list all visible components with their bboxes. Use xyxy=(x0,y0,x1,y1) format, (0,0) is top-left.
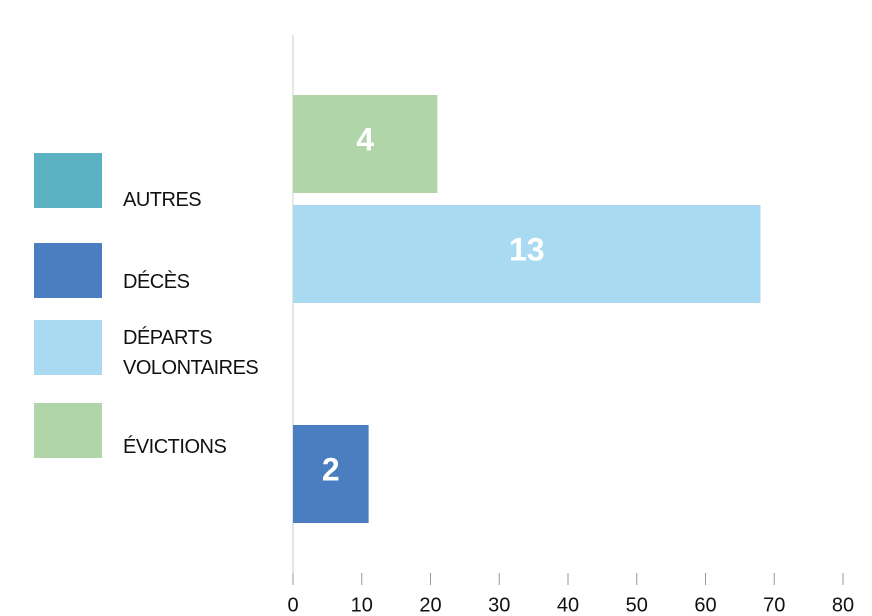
x-tick-label: 50 xyxy=(626,594,648,616)
x-tick-label: 20 xyxy=(419,594,441,616)
x-tick-label: 70 xyxy=(763,594,785,616)
legend-label: DÉPARTS VOLONTAIRES xyxy=(123,327,259,379)
x-tick-label: 30 xyxy=(488,594,510,616)
legend-swatch xyxy=(34,320,102,375)
x-tick-label: 0 xyxy=(287,594,298,616)
bar xyxy=(293,425,369,523)
legend-label: ÉVICTIONS xyxy=(123,436,227,458)
x-tick-label: 10 xyxy=(351,594,373,616)
legend-swatch xyxy=(34,153,102,208)
legend-swatch xyxy=(34,403,102,458)
legend-label: DÉCÈS xyxy=(123,271,190,293)
x-tick-label: 60 xyxy=(694,594,716,616)
data-label: 4 xyxy=(356,121,374,157)
x-tick-label: 40 xyxy=(557,594,579,616)
bar xyxy=(293,205,761,303)
x-tick-label: 80 xyxy=(832,594,854,616)
data-label: 13 xyxy=(509,231,545,267)
bar xyxy=(293,95,438,193)
legend-swatch xyxy=(34,243,102,298)
legend-label: AUTRES xyxy=(123,189,202,211)
data-label: 2 xyxy=(322,451,340,487)
